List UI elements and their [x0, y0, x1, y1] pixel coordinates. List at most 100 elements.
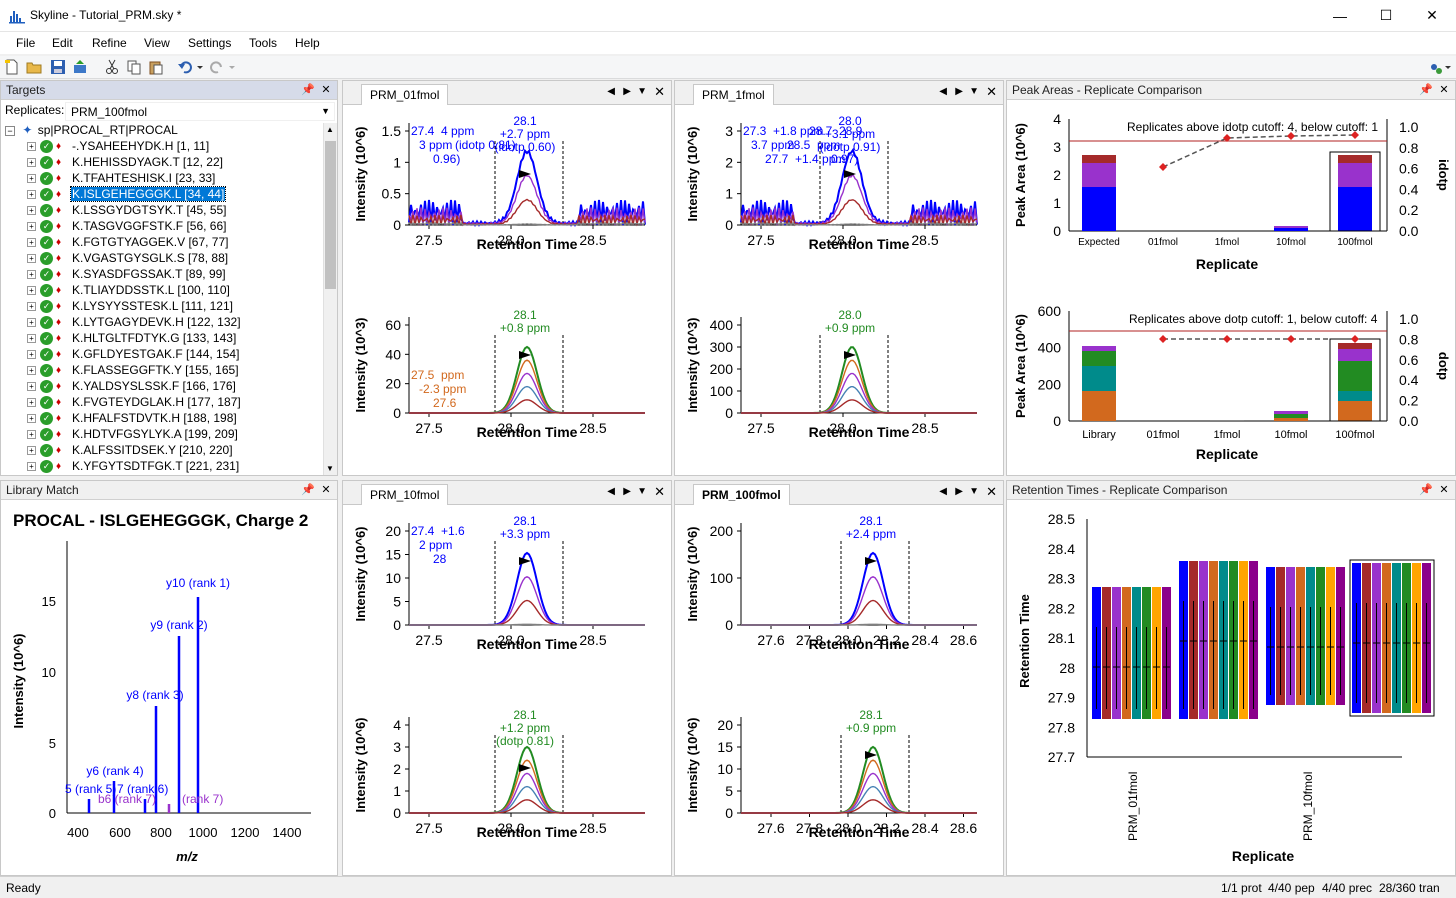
scroll-left-icon[interactable]: ◀ [607, 486, 615, 497]
tree-item[interactable]: + ✓ ♦ K.HDTVFGSYLYK.A [199, 209] [27, 427, 239, 443]
expand-icon[interactable]: + [27, 254, 36, 264]
menu-tools[interactable]: Tools [249, 36, 278, 50]
expand-icon[interactable]: + [27, 382, 36, 392]
expand-icon[interactable]: + [27, 158, 36, 168]
menu-refine[interactable]: Refine [92, 36, 127, 50]
menu-settings[interactable]: Settings [188, 36, 232, 50]
undo-icon[interactable] [178, 59, 194, 75]
expand-icon[interactable]: + [27, 174, 36, 184]
scroll-down-icon[interactable]: ▼ [326, 464, 334, 473]
tree-item[interactable]: + ✓ ♦ -.YSAHEEHYDK.H [1, 11] [27, 139, 210, 155]
tree-item[interactable]: + ✓ ♦ K.GFLDYESTGAK.F [144, 154] [27, 347, 240, 363]
tree-item[interactable]: + ✓ ♦ K.FLASSEGGFTK.Y [155, 165] [27, 363, 240, 379]
scroll-right-icon[interactable]: ▶ [955, 86, 963, 97]
cut-icon[interactable] [104, 59, 120, 75]
paste-icon[interactable] [148, 59, 164, 75]
menu-view[interactable]: View [144, 36, 170, 50]
scroll-right-icon[interactable]: ▶ [623, 86, 631, 97]
expand-icon[interactable]: + [27, 350, 36, 360]
tree-item[interactable]: + ✓ ♦ K.SYASDFGSSAK.T [89, 99] [27, 267, 227, 283]
tree-item[interactable]: + ✓ ♦ K.YALDSYSLSSK.F [166, 176] [27, 379, 237, 395]
pin-icon[interactable]: 📌 [1419, 484, 1433, 496]
y2-axis-label: dotp [1436, 352, 1451, 380]
chevron-down-icon[interactable]: ▼ [637, 486, 647, 497]
expand-icon[interactable]: + [27, 462, 36, 472]
tree-item[interactable]: + ✓ ♦ K.HFALFSTDVTK.H [188, 198] [27, 411, 238, 427]
tree-item[interactable]: + ✓ ♦ K.HLTGLTFDTYK.G [133, 143] [27, 331, 237, 347]
expand-icon[interactable]: + [27, 142, 36, 152]
tree-item[interactable]: + ✓ ♦ K.TFAHTESHISK.I [23, 33] [27, 171, 216, 187]
maximize-button[interactable]: ☐ [1379, 7, 1393, 23]
expand-icon[interactable]: + [27, 302, 36, 312]
replicates-dropdown[interactable]: PRM_100fmol ▼ [65, 102, 335, 121]
tree-item[interactable]: + ✓ ♦ K.TLIAYDDSSTK.L [100, 110] [27, 283, 231, 299]
chevron-down-icon[interactable]: ▼ [969, 486, 979, 497]
tree-item[interactable]: + ✓ ♦ K.ALFSSITDSEK.Y [210, 220] [27, 443, 234, 459]
pin-icon[interactable]: 📌 [301, 484, 315, 496]
save-icon[interactable] [50, 59, 66, 75]
tree-item[interactable]: + ✓ ♦ K.LYSYYSSTESK.L [111, 121] [27, 299, 234, 315]
open-folder-icon[interactable] [26, 59, 42, 75]
expand-icon[interactable]: + [27, 238, 36, 248]
pin-icon[interactable]: 📌 [1419, 84, 1433, 96]
chrom-tab[interactable]: PRM_10fmol [361, 484, 449, 505]
menu-file[interactable]: File [16, 36, 36, 50]
publish-icon[interactable] [72, 59, 88, 75]
close-icon[interactable]: ✕ [321, 84, 331, 96]
new-document-icon[interactable] [4, 59, 20, 75]
close-window-button[interactable]: ✕ [1426, 7, 1438, 23]
close-icon[interactable]: ✕ [986, 484, 997, 499]
menu-edit[interactable]: Edit [52, 36, 73, 50]
expand-icon[interactable]: + [27, 222, 36, 232]
scroll-up-icon[interactable]: ▲ [326, 125, 334, 134]
chrom-tab[interactable]: PRM_100fmol [693, 484, 790, 505]
tree-item[interactable]: + ✓ ♦ K.FVGTEYDGLAK.H [177, 187] [27, 395, 242, 411]
close-icon[interactable]: ✕ [1439, 84, 1449, 96]
tree-root[interactable]: − ✦ sp|PROCAL_RT|PROCAL [5, 123, 178, 139]
minimize-button[interactable]: — [1333, 7, 1347, 24]
scroll-right-icon[interactable]: ▶ [623, 486, 631, 497]
tree-item[interactable]: + ✓ ♦ K.LYTGAGYDEVK.H [122, 132] [27, 315, 242, 331]
close-icon[interactable]: ✕ [321, 484, 331, 496]
expand-icon[interactable]: + [27, 190, 36, 200]
expand-icon[interactable]: + [27, 318, 36, 328]
scroll-left-icon[interactable]: ◀ [607, 86, 615, 97]
expand-icon[interactable]: + [27, 286, 36, 296]
expand-icon[interactable]: + [27, 398, 36, 408]
redo-dropdown-icon[interactable] [228, 59, 236, 75]
expand-icon[interactable]: + [27, 334, 36, 344]
redo-icon[interactable] [208, 59, 224, 75]
close-icon[interactable]: ✕ [654, 484, 665, 499]
chevron-down-icon[interactable]: ▼ [969, 86, 979, 97]
tree-item[interactable]: + ✓ ♦ K.YFGYTSDTFGK.T [221, 231] [27, 459, 240, 475]
expand-icon[interactable]: + [27, 414, 36, 424]
spectrum-options-icon[interactable] [1428, 59, 1452, 75]
copy-icon[interactable] [126, 59, 142, 75]
expand-icon[interactable]: + [27, 366, 36, 376]
expand-icon[interactable]: + [27, 430, 36, 440]
undo-dropdown-icon[interactable] [196, 59, 204, 75]
tree-item[interactable]: + ✓ ♦ K.FGTGTYAGGEK.V [67, 77] [27, 235, 230, 251]
expand-icon[interactable]: + [27, 270, 36, 280]
scroll-left-icon[interactable]: ◀ [939, 86, 947, 97]
scroll-left-icon[interactable]: ◀ [939, 486, 947, 497]
tree-item[interactable]: + ✓ ♦ K.ISLGEHEGGGK.L [34, 44] [27, 186, 227, 203]
menu-help[interactable]: Help [295, 36, 320, 50]
tree-scrollbar[interactable]: ▲ ▼ [323, 123, 337, 475]
tree-item[interactable]: + ✓ ♦ K.LSSGYDGTSYK.T [45, 55] [27, 203, 228, 219]
expand-icon[interactable]: + [27, 206, 36, 216]
chrom-tab[interactable]: PRM_01fmol [361, 84, 449, 105]
chrom-tab[interactable]: PRM_1fmol [693, 84, 774, 105]
tree-item[interactable]: + ✓ ♦ K.TASGVGGFSTK.F [56, 66] [27, 219, 228, 235]
scroll-right-icon[interactable]: ▶ [955, 486, 963, 497]
scrollbar-thumb[interactable] [325, 141, 336, 289]
tree-item[interactable]: + ✓ ♦ K.VGASTGYSGLK.S [78, 88] [27, 251, 229, 267]
close-icon[interactable]: ✕ [1439, 484, 1449, 496]
collapse-icon[interactable]: − [5, 125, 15, 136]
chevron-down-icon[interactable]: ▼ [637, 86, 647, 97]
close-icon[interactable]: ✕ [986, 84, 997, 99]
expand-icon[interactable]: + [27, 446, 36, 456]
close-icon[interactable]: ✕ [654, 84, 665, 99]
pin-icon[interactable]: 📌 [301, 84, 315, 96]
tree-item[interactable]: + ✓ ♦ K.HEHISSDYAGK.T [12, 22] [27, 155, 224, 171]
